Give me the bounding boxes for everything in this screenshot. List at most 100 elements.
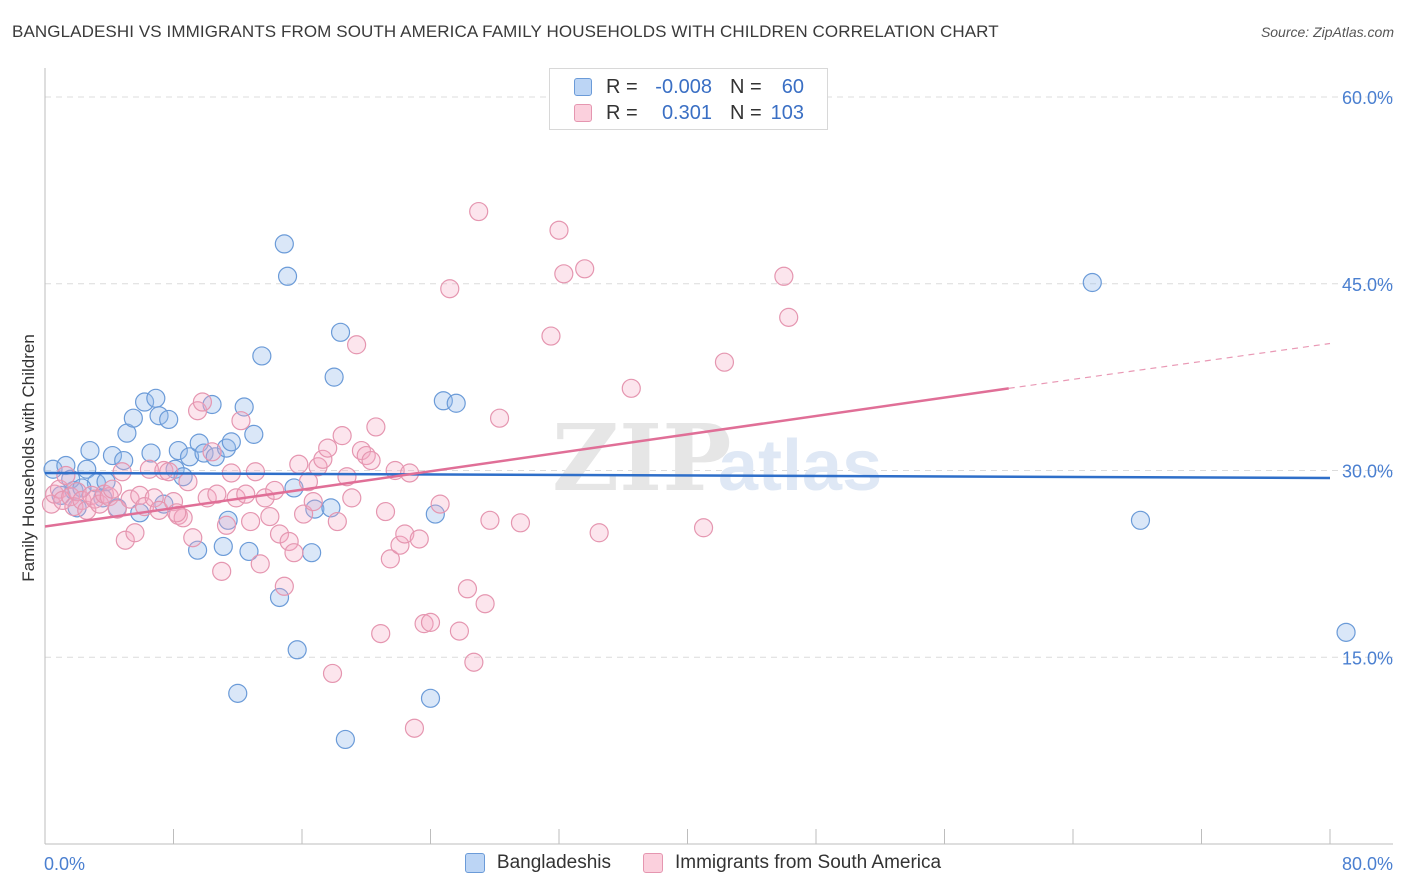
trend-line-immigrants	[44, 387, 1009, 528]
legend-r-label: R =	[606, 75, 638, 98]
trend-line-bangladeshis	[44, 471, 1331, 480]
data-point	[313, 449, 333, 469]
data-point	[183, 528, 203, 548]
data-point	[252, 346, 272, 366]
y-tick-label: 15.0%	[1342, 648, 1393, 668]
data-point	[192, 392, 213, 412]
data-point	[269, 587, 290, 608]
data-point	[187, 401, 208, 421]
grid-layer	[45, 96, 1393, 658]
legend-swatch-blue	[574, 78, 592, 96]
data-point	[236, 484, 256, 504]
data-point	[56, 465, 76, 486]
data-point	[480, 510, 500, 530]
data-point	[1082, 272, 1102, 293]
data-point	[335, 729, 355, 750]
data-point	[302, 543, 322, 563]
legend-swatch-pink	[574, 104, 592, 122]
data-point	[159, 409, 179, 430]
legend-r-value: 0.301	[661, 101, 712, 124]
data-point	[554, 264, 574, 284]
data-point	[173, 508, 193, 528]
legend-swatch-pink	[643, 853, 663, 873]
data-point	[90, 494, 110, 514]
legend-label: Immigrants from South America	[675, 852, 942, 873]
data-point	[277, 266, 298, 286]
data-point	[213, 536, 233, 557]
trend-line-immigrants-extension	[1008, 342, 1331, 389]
watermark-atlas: atlas	[718, 426, 882, 506]
data-point	[269, 524, 290, 544]
data-point	[141, 443, 161, 463]
data-point	[469, 201, 489, 222]
series-bangladeshis	[43, 234, 1356, 750]
data-point	[115, 530, 135, 550]
data-point	[337, 467, 357, 487]
data-point	[250, 554, 270, 574]
data-point	[187, 540, 208, 560]
data-point	[305, 499, 325, 519]
data-point	[541, 326, 561, 346]
data-point	[144, 488, 164, 508]
data-point	[274, 576, 294, 596]
data-point	[1336, 622, 1356, 642]
data-point	[475, 594, 495, 614]
data-point	[284, 543, 304, 563]
data-point	[159, 462, 179, 482]
data-point	[303, 492, 323, 512]
y-axis-label: Family Households with Children	[19, 334, 38, 582]
data-point	[375, 501, 396, 522]
data-point	[265, 480, 285, 501]
data-point	[449, 621, 470, 641]
watermark: ZIP atlas	[552, 404, 882, 512]
data-point	[347, 335, 367, 355]
legend-n-value: 60	[781, 75, 804, 98]
y-tick-label: 30.0%	[1342, 462, 1393, 482]
data-point	[414, 614, 434, 634]
data-point	[102, 445, 123, 466]
series-legend: Bangladeshis Immigrants from South Ameri…	[0, 852, 1406, 874]
tick-labels: 15.0% 30.0% 45.0% 60.0% 0.0% 80.0%	[44, 88, 1393, 874]
watermark-zip: ZIP	[552, 404, 731, 512]
data-point	[289, 454, 309, 474]
data-point	[125, 523, 145, 543]
data-point	[241, 511, 261, 532]
data-point	[134, 392, 155, 412]
data-point	[279, 531, 299, 552]
y-tick-label: 60.0%	[1342, 88, 1393, 108]
data-point	[298, 472, 319, 492]
y-tick-label: 45.0%	[1342, 275, 1393, 295]
data-point	[774, 266, 794, 286]
legend-item-immigrants: Immigrants from South America	[643, 852, 941, 874]
data-point	[130, 485, 150, 505]
legend-swatch-blue	[464, 853, 485, 873]
data-point	[287, 640, 307, 660]
legend-n-label: N =	[730, 101, 762, 124]
data-point	[361, 450, 381, 471]
data-point	[464, 652, 484, 672]
data-point	[446, 393, 466, 413]
data-point	[324, 367, 344, 387]
data-point	[322, 663, 343, 684]
data-point	[327, 511, 347, 532]
data-point	[380, 549, 400, 569]
data-point	[207, 484, 227, 504]
data-point	[221, 432, 241, 452]
legend-row-bangladeshis: R = -0.008 N = 60	[574, 74, 804, 100]
data-point	[366, 417, 386, 437]
data-point	[395, 524, 415, 544]
x-tick-label: 80.0%	[1342, 854, 1393, 874]
chart-title: BANGLADESHI VS IMMIGRANTS FROM SOUTH AME…	[12, 22, 999, 41]
data-point	[146, 388, 166, 408]
data-point	[228, 683, 248, 703]
data-point	[260, 506, 280, 527]
data-point	[390, 535, 410, 555]
data-point	[274, 234, 294, 254]
series-immigrants-south-america	[41, 201, 799, 738]
data-point	[420, 612, 441, 632]
legend-r-label: R =	[606, 101, 638, 124]
axes-layer	[44, 68, 1393, 845]
data-point	[112, 462, 132, 482]
data-point	[621, 378, 641, 398]
data-point	[194, 443, 214, 463]
